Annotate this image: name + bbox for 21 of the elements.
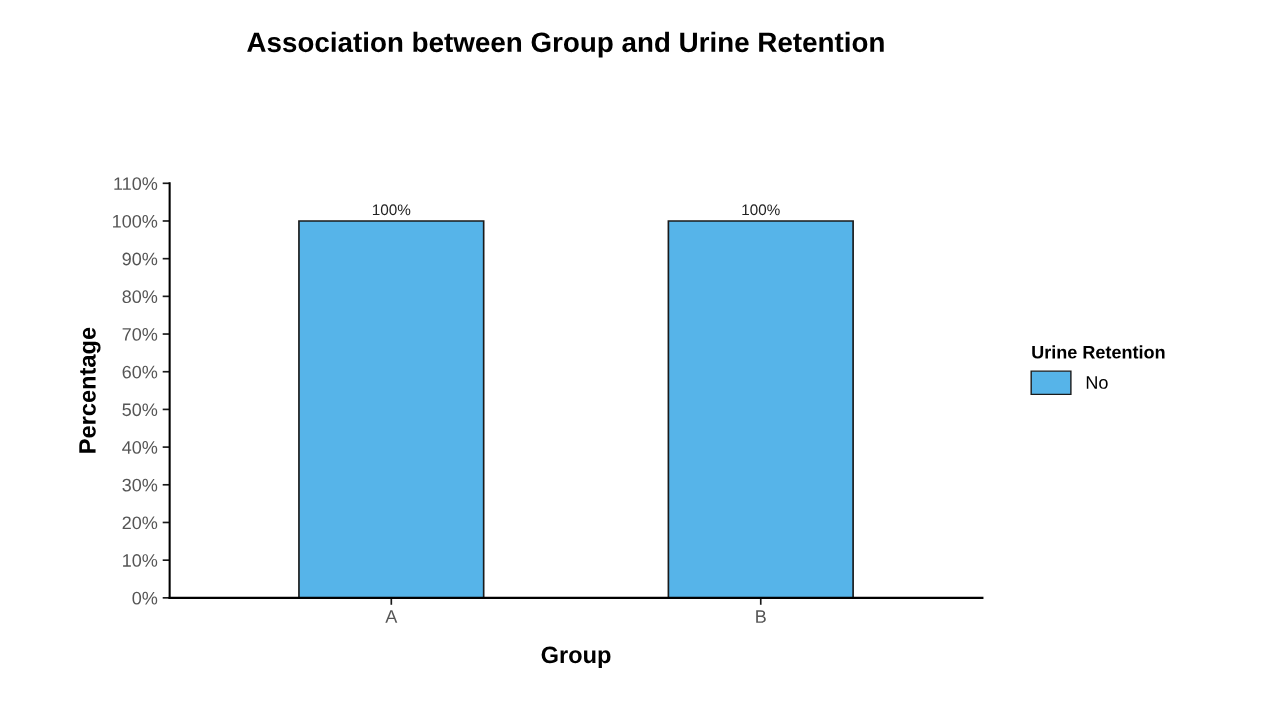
y-tick-label: 80% — [122, 290, 158, 304]
y-tick-label: 30% — [122, 478, 158, 492]
chart-title: Association between Group and Urine Retention — [247, 31, 884, 58]
x-axis-title: Group — [541, 646, 611, 668]
data-label: 100% — [372, 204, 411, 216]
x-tick-label: B — [756, 610, 766, 623]
data-label: 100% — [742, 204, 780, 216]
y-tick-label: 0% — [132, 591, 158, 605]
legend-label: No — [1086, 376, 1108, 389]
y-tick-label: 20% — [122, 516, 158, 530]
y-tick-label: 100% — [113, 214, 158, 228]
y-tick-label: 70% — [122, 327, 158, 341]
x-tick-label: A — [385, 610, 398, 623]
y-tick-label: 10% — [123, 554, 158, 567]
y-tick-label: 90% — [122, 252, 158, 266]
y-tick-label: 110% — [114, 177, 158, 191]
y-axis-title: Percentage — [79, 327, 101, 453]
legend-title: Urine Retention — [1032, 345, 1165, 359]
y-tick-label: 50% — [122, 403, 158, 417]
y-tick-label: 60% — [122, 365, 158, 379]
y-tick-label: 40% — [122, 441, 158, 454]
